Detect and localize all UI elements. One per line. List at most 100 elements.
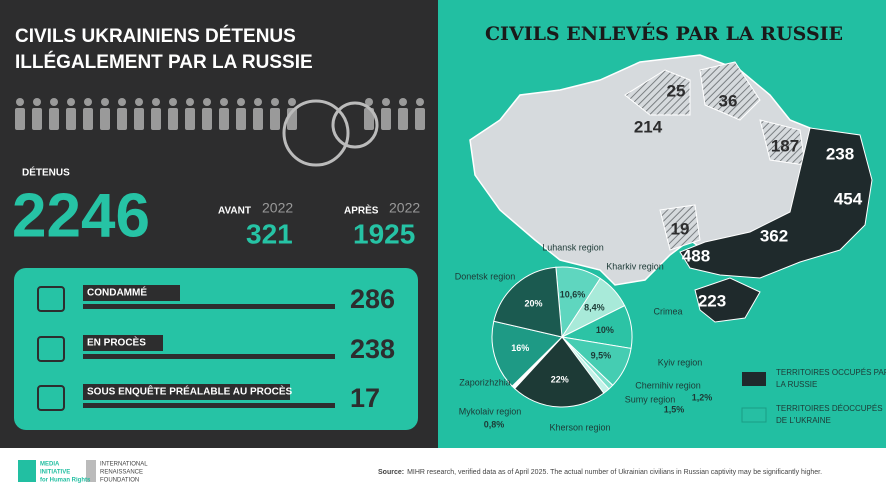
pie-category-label: Sumy region (625, 394, 676, 404)
handcuff-icon (282, 99, 350, 167)
person-icon (84, 98, 92, 106)
person-icon (66, 108, 76, 130)
pie-slice (491, 320, 563, 387)
person-icon (270, 108, 280, 130)
region-count: 362 (760, 226, 788, 245)
person-icon (203, 98, 211, 106)
person-icon (253, 108, 263, 130)
person-icon (186, 98, 194, 106)
person-icon (416, 98, 424, 106)
logo-mark (86, 460, 96, 482)
person-icon (151, 108, 161, 130)
region-count: 25 (667, 81, 686, 100)
status-label-bg (83, 384, 290, 400)
status-icon (37, 336, 65, 362)
status-bar-track (83, 354, 335, 359)
status-label: SOUS ENQUÊTE PRÉALABLE AU PROCÈS (87, 385, 293, 398)
before-value: 321 (246, 218, 293, 249)
legend-label: TERRITOIRES OCCUPÉS PAR (776, 368, 886, 377)
pie-value-label: 10,6% (560, 289, 586, 299)
map-title: CIVILS ENLEVÉS PAR LA RUSSIE (485, 22, 843, 45)
pie-category-label: Crimea (653, 306, 682, 316)
pie-value-label: 1,2% (692, 392, 713, 402)
after-label: APRÈS (344, 204, 379, 217)
source: Source: MIHR research, verified data as o… (378, 469, 822, 476)
status-label-bg (83, 335, 163, 351)
logo-text: for Human Rights (40, 478, 91, 484)
pie-slice (493, 266, 563, 338)
source-label: Source: (378, 469, 404, 476)
people-icons (15, 98, 425, 130)
person-icon (381, 108, 391, 130)
region-count: 454 (834, 189, 863, 208)
pie-value-label: 0,8% (484, 419, 505, 429)
person-icon (185, 108, 195, 130)
logo-mark (18, 460, 36, 482)
person-icon (16, 98, 24, 106)
pie-slice (513, 336, 605, 408)
pie-value-label: 9,5% (591, 351, 612, 361)
person-icon (135, 98, 143, 106)
title: ILLÉGALEMENT PAR LA RUSSIE (15, 51, 313, 73)
pie-value-label: 10% (596, 325, 614, 335)
pie-chart (491, 266, 633, 408)
person-icon (237, 98, 245, 106)
pie-value-label: 8,4% (584, 302, 605, 312)
logo-text: FOUNDATION (100, 478, 139, 484)
person-icon (49, 108, 59, 130)
status-bar-track (83, 403, 335, 408)
region-count: 488 (682, 246, 710, 265)
logo-text: INTERNATIONAL (100, 462, 148, 468)
legend-label: DE L'UKRAINE (776, 416, 831, 425)
person-icon (152, 98, 160, 106)
after-value: 1925 (353, 218, 415, 249)
person-icon (117, 108, 127, 130)
pie-category-label: Kharkiv region (606, 261, 664, 271)
source-text: MIHR research, verified data as of April… (407, 469, 822, 476)
pie-value-label: 1,5% (664, 404, 685, 414)
person-icon (50, 98, 58, 106)
person-icon (33, 98, 41, 106)
person-icon (254, 98, 262, 106)
person-icon (399, 98, 407, 106)
person-icon (271, 98, 279, 106)
status-value: 17 (350, 383, 380, 413)
person-icon (365, 98, 373, 106)
pie-category-label: Chernihiv region (635, 380, 701, 390)
status-label: EN PROCÈS (87, 336, 146, 349)
legend-label: LA RUSSIE (776, 380, 817, 389)
pie-category-label: Mykolaiv region (459, 406, 522, 416)
map (469, 54, 873, 323)
status-label: CONDAMMÉ (87, 286, 147, 299)
person-icon (220, 98, 228, 106)
title: CIVILS UKRAINIENS DÉTENUS (15, 25, 296, 47)
region-count: 214 (634, 117, 663, 136)
detained-label: DÉTENUS (22, 166, 70, 179)
legend-label: TERRITOIRES DÉOCCUPÉS (776, 404, 883, 413)
person-icon (168, 108, 178, 130)
person-icon (364, 108, 374, 130)
status-value: 238 (350, 334, 395, 364)
logo-text: INITIATIVE (40, 470, 70, 476)
pie-category-label: Zaporizhzhia (459, 377, 511, 387)
pie-value-label: 16% (511, 343, 529, 353)
person-icon (100, 108, 110, 130)
person-icon (83, 108, 93, 130)
region-count: 223 (698, 291, 726, 310)
person-icon (398, 108, 408, 130)
region-count: 19 (671, 219, 690, 238)
person-icon (118, 98, 126, 106)
person-icon (288, 98, 296, 106)
status-value: 286 (350, 284, 395, 314)
pie-category-label: Kyiv region (658, 357, 703, 367)
pie-category-label: Donetsk region (455, 271, 516, 281)
person-icon (101, 98, 109, 106)
person-icon (32, 108, 42, 130)
status-bar-track (83, 304, 335, 309)
status-icon (37, 286, 65, 312)
detained-total: 2246 (12, 181, 150, 250)
status-icon (37, 385, 65, 411)
region-count: 238 (826, 144, 854, 163)
pie-value-label: 22% (551, 375, 569, 385)
